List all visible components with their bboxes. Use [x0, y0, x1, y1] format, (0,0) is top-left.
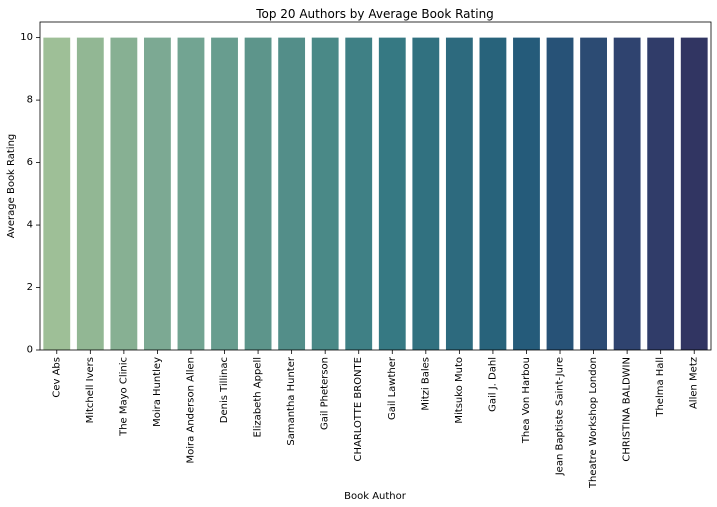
y-tick-label: 10 [20, 32, 33, 43]
bar [680, 37, 708, 350]
x-tick-label: Mitsuko Muto [454, 357, 465, 424]
bar [345, 37, 373, 350]
bar [211, 37, 238, 350]
x-tick-label: Jean Baptiste Saint-Jure [555, 357, 566, 476]
y-tick-label: 2 [27, 282, 33, 293]
y-tick-label: 4 [27, 220, 33, 231]
x-tick-label: Gail Lawther [387, 356, 398, 420]
x-tick-label: Moira Anderson Allen [185, 357, 196, 463]
x-tick-label: Cev Abs [51, 357, 62, 398]
bar [144, 37, 171, 350]
bar [311, 37, 339, 350]
x-tick-label: CHRISTINA BALDWIN [622, 357, 633, 462]
x-tick-label: CHARLOTTE BRONTE [353, 357, 364, 462]
bar [513, 37, 540, 350]
bar [378, 37, 406, 350]
x-tick-label: Elizabeth Appell [253, 357, 264, 437]
x-tick-label: Gail J. Dahl [487, 357, 498, 412]
bar [244, 37, 272, 350]
x-tick-label: Mitzi Bales [420, 357, 431, 411]
bar [177, 37, 205, 350]
bar [580, 37, 607, 350]
bars-group [43, 37, 708, 350]
y-tick-label: 6 [27, 157, 33, 168]
x-tick-label: Samantha Hunter [286, 356, 297, 446]
x-axis-ticks: Cev Abs Mitchell Ivers The Mayo Clinic Moir… [51, 350, 700, 489]
x-tick-label: Thea Von Harbou [521, 357, 532, 444]
bar [412, 37, 440, 350]
y-axis-ticks: 0 2 4 6 8 10 [20, 32, 40, 356]
bar [546, 37, 574, 350]
bar [479, 37, 507, 350]
x-tick-label: Thelma Hall [655, 357, 666, 418]
chart-title: Top 20 Authors by Average Book Rating [255, 7, 494, 21]
y-tick-label: 0 [27, 345, 33, 356]
bar [43, 37, 71, 350]
x-tick-label: Allen Metz [689, 357, 700, 409]
bar [76, 37, 104, 350]
x-tick-label: Moira Huntley [152, 357, 163, 427]
bar [445, 37, 473, 350]
x-tick-label: Theatre Workshop London [588, 357, 599, 489]
x-tick-label: Gail Pheterson [320, 357, 331, 430]
x-tick-label: The Mayo Clinic [118, 357, 129, 437]
x-axis-title: Book Author [344, 491, 407, 502]
plot-frame [39, 21, 712, 351]
y-tick-label: 8 [27, 95, 33, 106]
bar [110, 37, 138, 350]
x-tick-label: Denis Tillinac [219, 357, 230, 423]
y-axis-title: Average Book Rating [6, 134, 17, 239]
x-tick-label: Mitchell Ivers [85, 357, 96, 423]
bar [647, 37, 675, 350]
bar [613, 37, 641, 350]
bar [278, 37, 306, 350]
